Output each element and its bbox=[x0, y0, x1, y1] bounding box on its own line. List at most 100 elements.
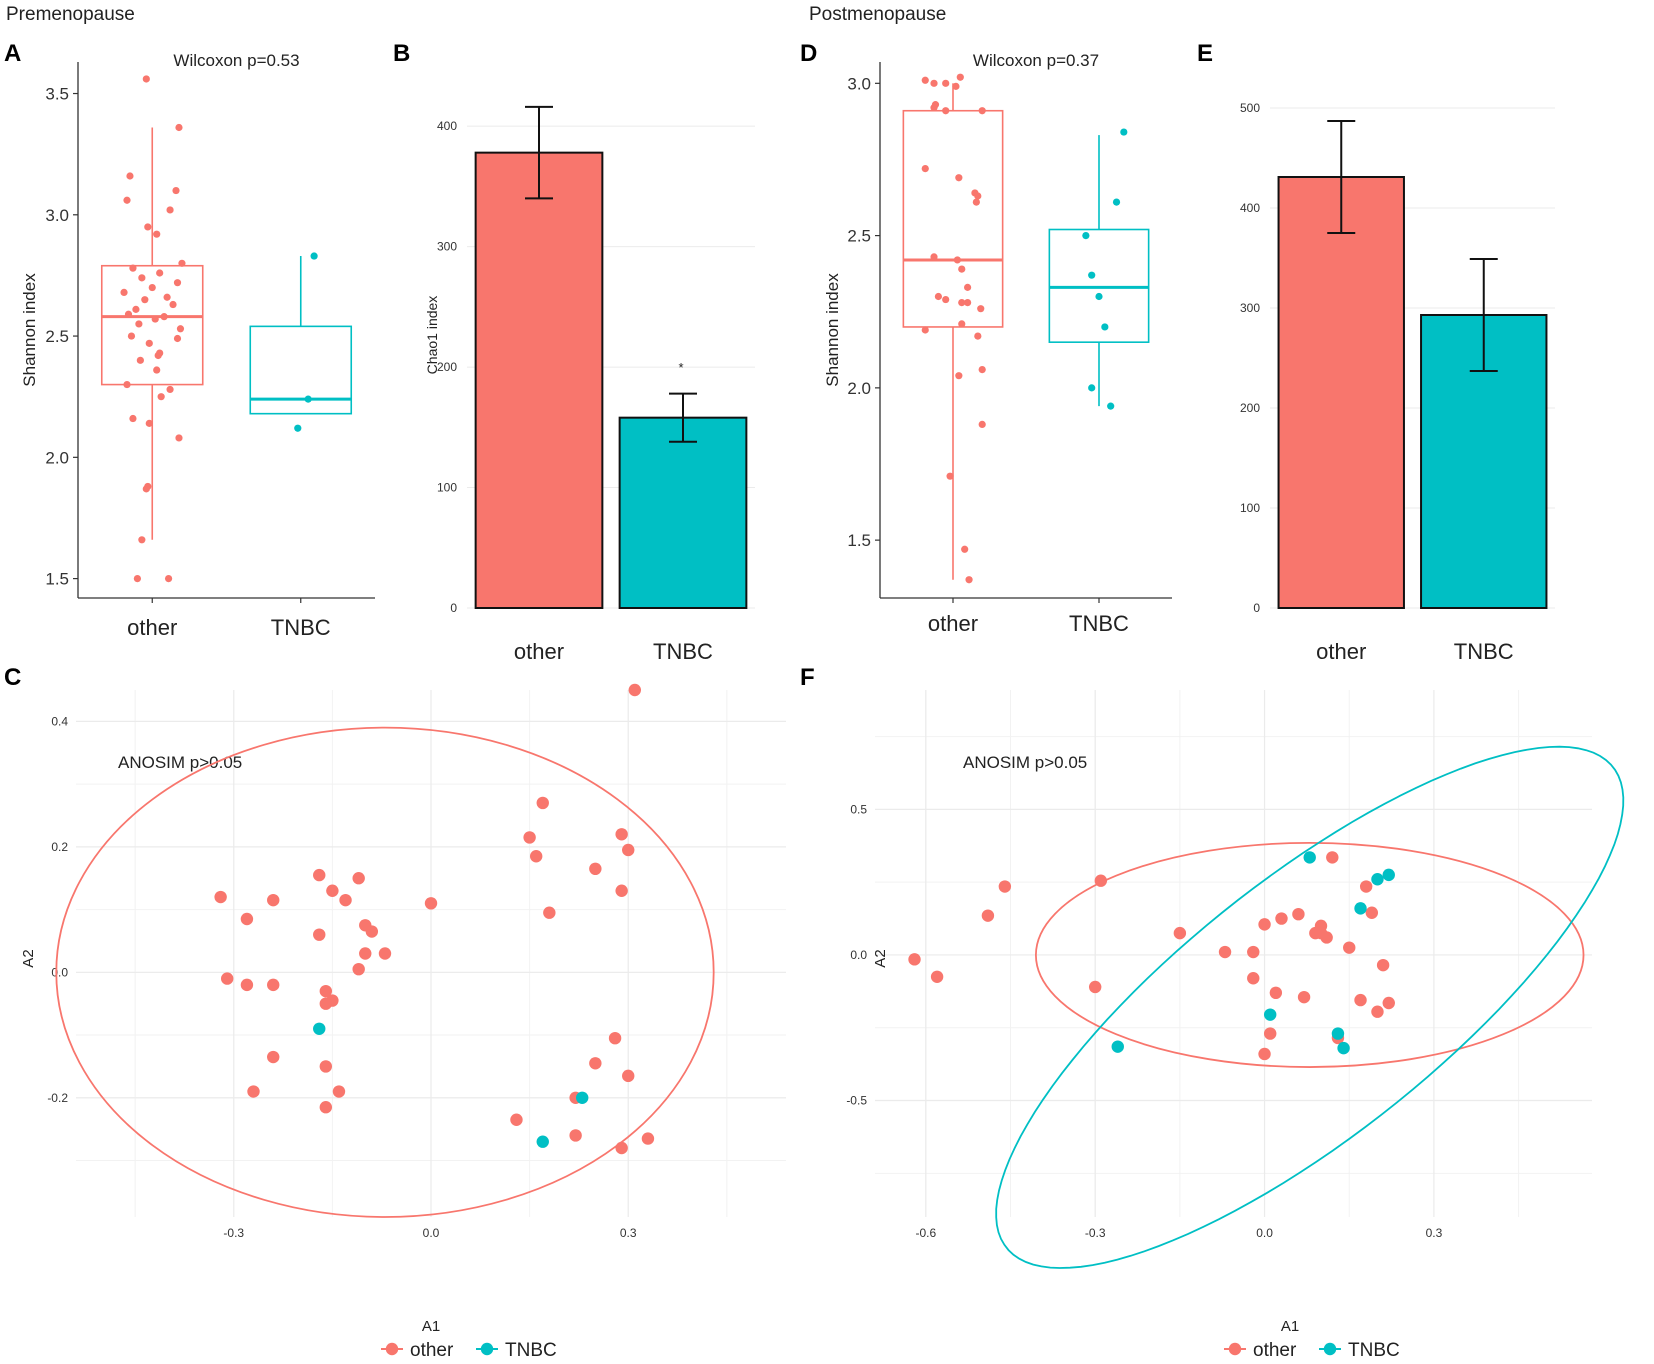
a-point-other bbox=[133, 574, 141, 583]
c-point-other bbox=[628, 683, 641, 697]
c-point-other bbox=[267, 1050, 280, 1064]
a-point-other bbox=[142, 75, 150, 83]
a-point-other bbox=[138, 536, 146, 544]
a-point-other bbox=[123, 380, 131, 389]
a-point-tnbc bbox=[304, 395, 312, 403]
b-y-tick-label: 100 bbox=[437, 481, 457, 495]
b-category-label-tnbc: TNBC bbox=[653, 639, 713, 664]
section-title-postmenopause: Postmenopause bbox=[809, 4, 947, 25]
a-point-other bbox=[175, 434, 183, 442]
a-point-other bbox=[178, 259, 186, 267]
a-point-other bbox=[153, 366, 161, 374]
d-category-label-other: other bbox=[928, 611, 978, 636]
f-legend-key-tnbc bbox=[1323, 1342, 1337, 1356]
c-point-other bbox=[319, 997, 333, 1010]
b-y-tick-label: 0 bbox=[450, 601, 457, 615]
d-point-other bbox=[964, 298, 972, 307]
d-chart-title: Wilcoxon p=0.37 bbox=[973, 51, 1099, 70]
c-point-tnbc bbox=[313, 1022, 326, 1035]
a-point-other bbox=[141, 296, 149, 304]
c-point-other bbox=[589, 1057, 602, 1070]
d-box-other bbox=[902, 109, 1004, 328]
f-y-tick-label: -0.5 bbox=[846, 1094, 867, 1108]
c-point-tnbc bbox=[576, 1091, 589, 1104]
f-point-tnbc bbox=[1337, 1041, 1350, 1055]
c-point-other bbox=[622, 1069, 635, 1083]
panel-letter-d: D bbox=[800, 40, 818, 67]
c-legend-label-other: other bbox=[410, 1340, 454, 1361]
c-x-axis-label: A1 bbox=[422, 1318, 440, 1335]
e-y-tick-label: 300 bbox=[1240, 301, 1260, 315]
e-category-label-other: other bbox=[1316, 639, 1366, 664]
f-point-other bbox=[1094, 874, 1108, 887]
a-point-other bbox=[135, 320, 143, 328]
f-y-axis-label: A2 bbox=[872, 949, 889, 967]
c-point-other bbox=[424, 897, 438, 910]
a-point-other bbox=[127, 332, 136, 340]
f-x-tick-label: 0.0 bbox=[1256, 1226, 1273, 1240]
f-legend-label-tnbc: TNBC bbox=[1348, 1340, 1400, 1361]
d-point-other bbox=[930, 253, 938, 261]
f-point-other bbox=[1365, 906, 1379, 919]
a-point-other bbox=[169, 300, 177, 309]
a-point-other bbox=[156, 269, 164, 277]
a-point-tnbc bbox=[294, 424, 302, 432]
e-y-tick-label: 100 bbox=[1240, 501, 1260, 515]
f-point-tnbc bbox=[1354, 902, 1367, 915]
c-x-tick-label: 0.0 bbox=[423, 1226, 440, 1240]
d-point-other bbox=[930, 79, 938, 87]
c-point-other bbox=[326, 884, 339, 897]
c-point-other bbox=[313, 868, 326, 882]
b-significance-annotation: * bbox=[678, 360, 683, 375]
f-point-other bbox=[1382, 996, 1395, 1010]
d-y-tick-label: 2.5 bbox=[847, 227, 871, 246]
d-point-other bbox=[974, 192, 982, 200]
c-legend-key-tnbc bbox=[480, 1342, 494, 1356]
a-point-other bbox=[172, 186, 180, 195]
c-point-other bbox=[352, 872, 365, 885]
f-point-other bbox=[1173, 926, 1187, 940]
f-y-tick-label: 0.0 bbox=[850, 948, 867, 962]
a-point-other bbox=[160, 313, 168, 321]
e-y-tick-label: 0 bbox=[1253, 601, 1260, 615]
f-point-other bbox=[1359, 880, 1373, 893]
d-point-tnbc bbox=[1112, 198, 1121, 206]
e-y-tick-label: 200 bbox=[1240, 401, 1260, 415]
a-point-other bbox=[166, 385, 174, 394]
c-point-other bbox=[378, 947, 392, 960]
c-point-other bbox=[641, 1132, 655, 1145]
d-point-other bbox=[978, 365, 986, 374]
f-ellipse-other bbox=[1035, 841, 1585, 1068]
d-point-other bbox=[978, 107, 986, 115]
d-point-other bbox=[942, 295, 950, 304]
c-point-other bbox=[523, 831, 536, 844]
f-point-tnbc bbox=[1303, 851, 1316, 864]
f-x-tick-label: -0.3 bbox=[1085, 1226, 1106, 1240]
c-point-other bbox=[529, 850, 543, 863]
c-point-other bbox=[622, 843, 635, 857]
a-point-other bbox=[126, 172, 134, 180]
d-point-tnbc bbox=[1101, 323, 1109, 331]
c-point-other bbox=[569, 1129, 582, 1142]
f-point-other bbox=[1269, 986, 1283, 1000]
d-point-other bbox=[921, 326, 929, 334]
a-point-other bbox=[173, 334, 182, 343]
b-bar-tnbc bbox=[618, 416, 748, 610]
f-point-other bbox=[1292, 907, 1305, 921]
c-legend-label-tnbc: TNBC bbox=[505, 1340, 557, 1361]
d-point-other bbox=[955, 174, 963, 182]
a-point-other bbox=[142, 485, 150, 493]
d-category-label-tnbc: TNBC bbox=[1069, 611, 1129, 636]
e-y-tick-label: 500 bbox=[1240, 101, 1260, 115]
d-point-other bbox=[974, 332, 982, 340]
f-point-other bbox=[1343, 941, 1356, 954]
d-y-tick-label: 3.0 bbox=[847, 74, 871, 93]
b-y-tick-label: 300 bbox=[437, 240, 457, 254]
c-y-tick-label: -0.2 bbox=[47, 1091, 68, 1105]
a-y-tick-label: 3.5 bbox=[45, 85, 69, 104]
a-point-other bbox=[164, 574, 173, 583]
c-point-other bbox=[313, 928, 326, 941]
a-point-other bbox=[148, 283, 156, 292]
d-point-other bbox=[958, 265, 966, 273]
b-y-tick-label: 400 bbox=[437, 119, 457, 133]
